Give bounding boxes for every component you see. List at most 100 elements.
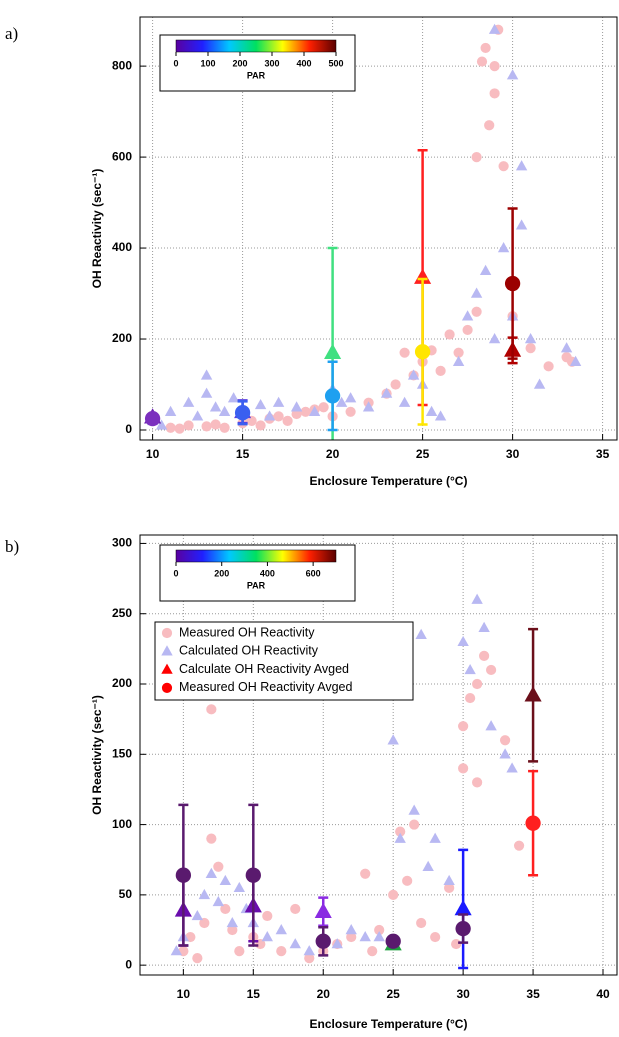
point — [318, 402, 329, 413]
point — [499, 735, 511, 746]
avg-point — [175, 867, 192, 883]
point — [569, 355, 582, 366]
point — [471, 151, 482, 163]
point — [485, 720, 497, 731]
point — [387, 734, 399, 745]
colorbar-tick-label: 0 — [173, 58, 178, 68]
point — [273, 411, 284, 422]
legend-marker — [161, 627, 173, 639]
avg-point — [414, 344, 431, 360]
point — [471, 593, 483, 604]
x-tick-label: 40 — [596, 987, 610, 1001]
x-tick-label: 25 — [416, 447, 430, 461]
point — [408, 804, 420, 815]
point — [497, 242, 510, 253]
point — [515, 219, 528, 230]
point — [458, 721, 469, 732]
point — [488, 23, 501, 34]
point — [200, 369, 213, 380]
point — [191, 410, 204, 421]
point — [470, 287, 483, 298]
point — [525, 343, 536, 354]
x-tick-label: 25 — [387, 987, 401, 1001]
colorbar-label: PAR — [247, 580, 266, 590]
avg-point — [234, 405, 251, 421]
point — [290, 903, 301, 915]
point — [213, 861, 224, 872]
point — [458, 763, 469, 774]
point — [425, 405, 438, 416]
legend-label: Calculated OH Reactivity — [179, 644, 319, 658]
point — [415, 628, 427, 640]
point — [479, 264, 492, 275]
point — [498, 161, 509, 172]
avg-point — [245, 867, 261, 883]
point — [407, 369, 420, 380]
avg-point — [454, 899, 472, 916]
point — [233, 881, 246, 893]
point — [182, 396, 195, 407]
point — [398, 396, 411, 407]
point — [219, 874, 232, 886]
x-tick-label: 15 — [247, 987, 261, 1001]
colorbar-tick-label: 600 — [306, 568, 321, 578]
point — [395, 826, 406, 837]
point — [430, 931, 441, 943]
colorbar-label: PAR — [247, 70, 266, 80]
y-tick-label: 300 — [112, 536, 132, 550]
point — [515, 160, 528, 171]
legend-marker — [161, 682, 173, 694]
point — [200, 387, 213, 398]
point — [453, 347, 464, 358]
point — [461, 310, 474, 321]
point — [234, 946, 245, 957]
avg-point — [455, 920, 471, 937]
point — [479, 650, 490, 661]
point — [198, 888, 211, 900]
point — [165, 422, 176, 433]
point — [480, 42, 491, 54]
colorbar-tick-label: 100 — [200, 58, 215, 68]
point — [209, 401, 222, 412]
y-tick-label: 200 — [112, 676, 132, 690]
colorbar-tick-label: 400 — [260, 568, 275, 578]
point — [262, 910, 273, 922]
colorbar-tick-label: 200 — [214, 568, 229, 578]
y-tick-label: 600 — [112, 149, 132, 163]
point — [300, 406, 311, 417]
point — [276, 946, 287, 957]
x-tick-label: 35 — [596, 447, 610, 461]
point — [275, 924, 287, 935]
point — [388, 889, 399, 900]
point — [409, 819, 420, 830]
point — [254, 398, 267, 410]
point — [402, 875, 413, 886]
x-tick-label: 35 — [526, 987, 540, 1001]
avg-point — [524, 686, 542, 702]
point — [359, 931, 371, 942]
point — [380, 387, 393, 398]
point — [444, 329, 455, 340]
point — [499, 748, 511, 759]
point — [290, 401, 303, 412]
avg-point — [144, 410, 161, 427]
point — [227, 392, 240, 403]
point — [524, 333, 537, 344]
point — [399, 347, 410, 358]
colorbar-tick-label: 500 — [328, 58, 343, 68]
legend-label: Measured OH Reactivity Avged — [179, 680, 353, 694]
point — [304, 953, 315, 964]
point — [452, 355, 465, 366]
point — [219, 422, 230, 433]
y-tick-label: 800 — [112, 58, 132, 72]
point — [303, 945, 315, 956]
point — [170, 945, 183, 956]
point — [220, 903, 231, 915]
point — [488, 333, 501, 344]
point — [192, 953, 203, 964]
avg-point — [504, 275, 521, 292]
y-tick-label: 400 — [112, 240, 132, 254]
point — [345, 406, 356, 417]
colorbar-tick-label: 400 — [296, 58, 311, 68]
y-tick-label: 100 — [112, 817, 132, 831]
